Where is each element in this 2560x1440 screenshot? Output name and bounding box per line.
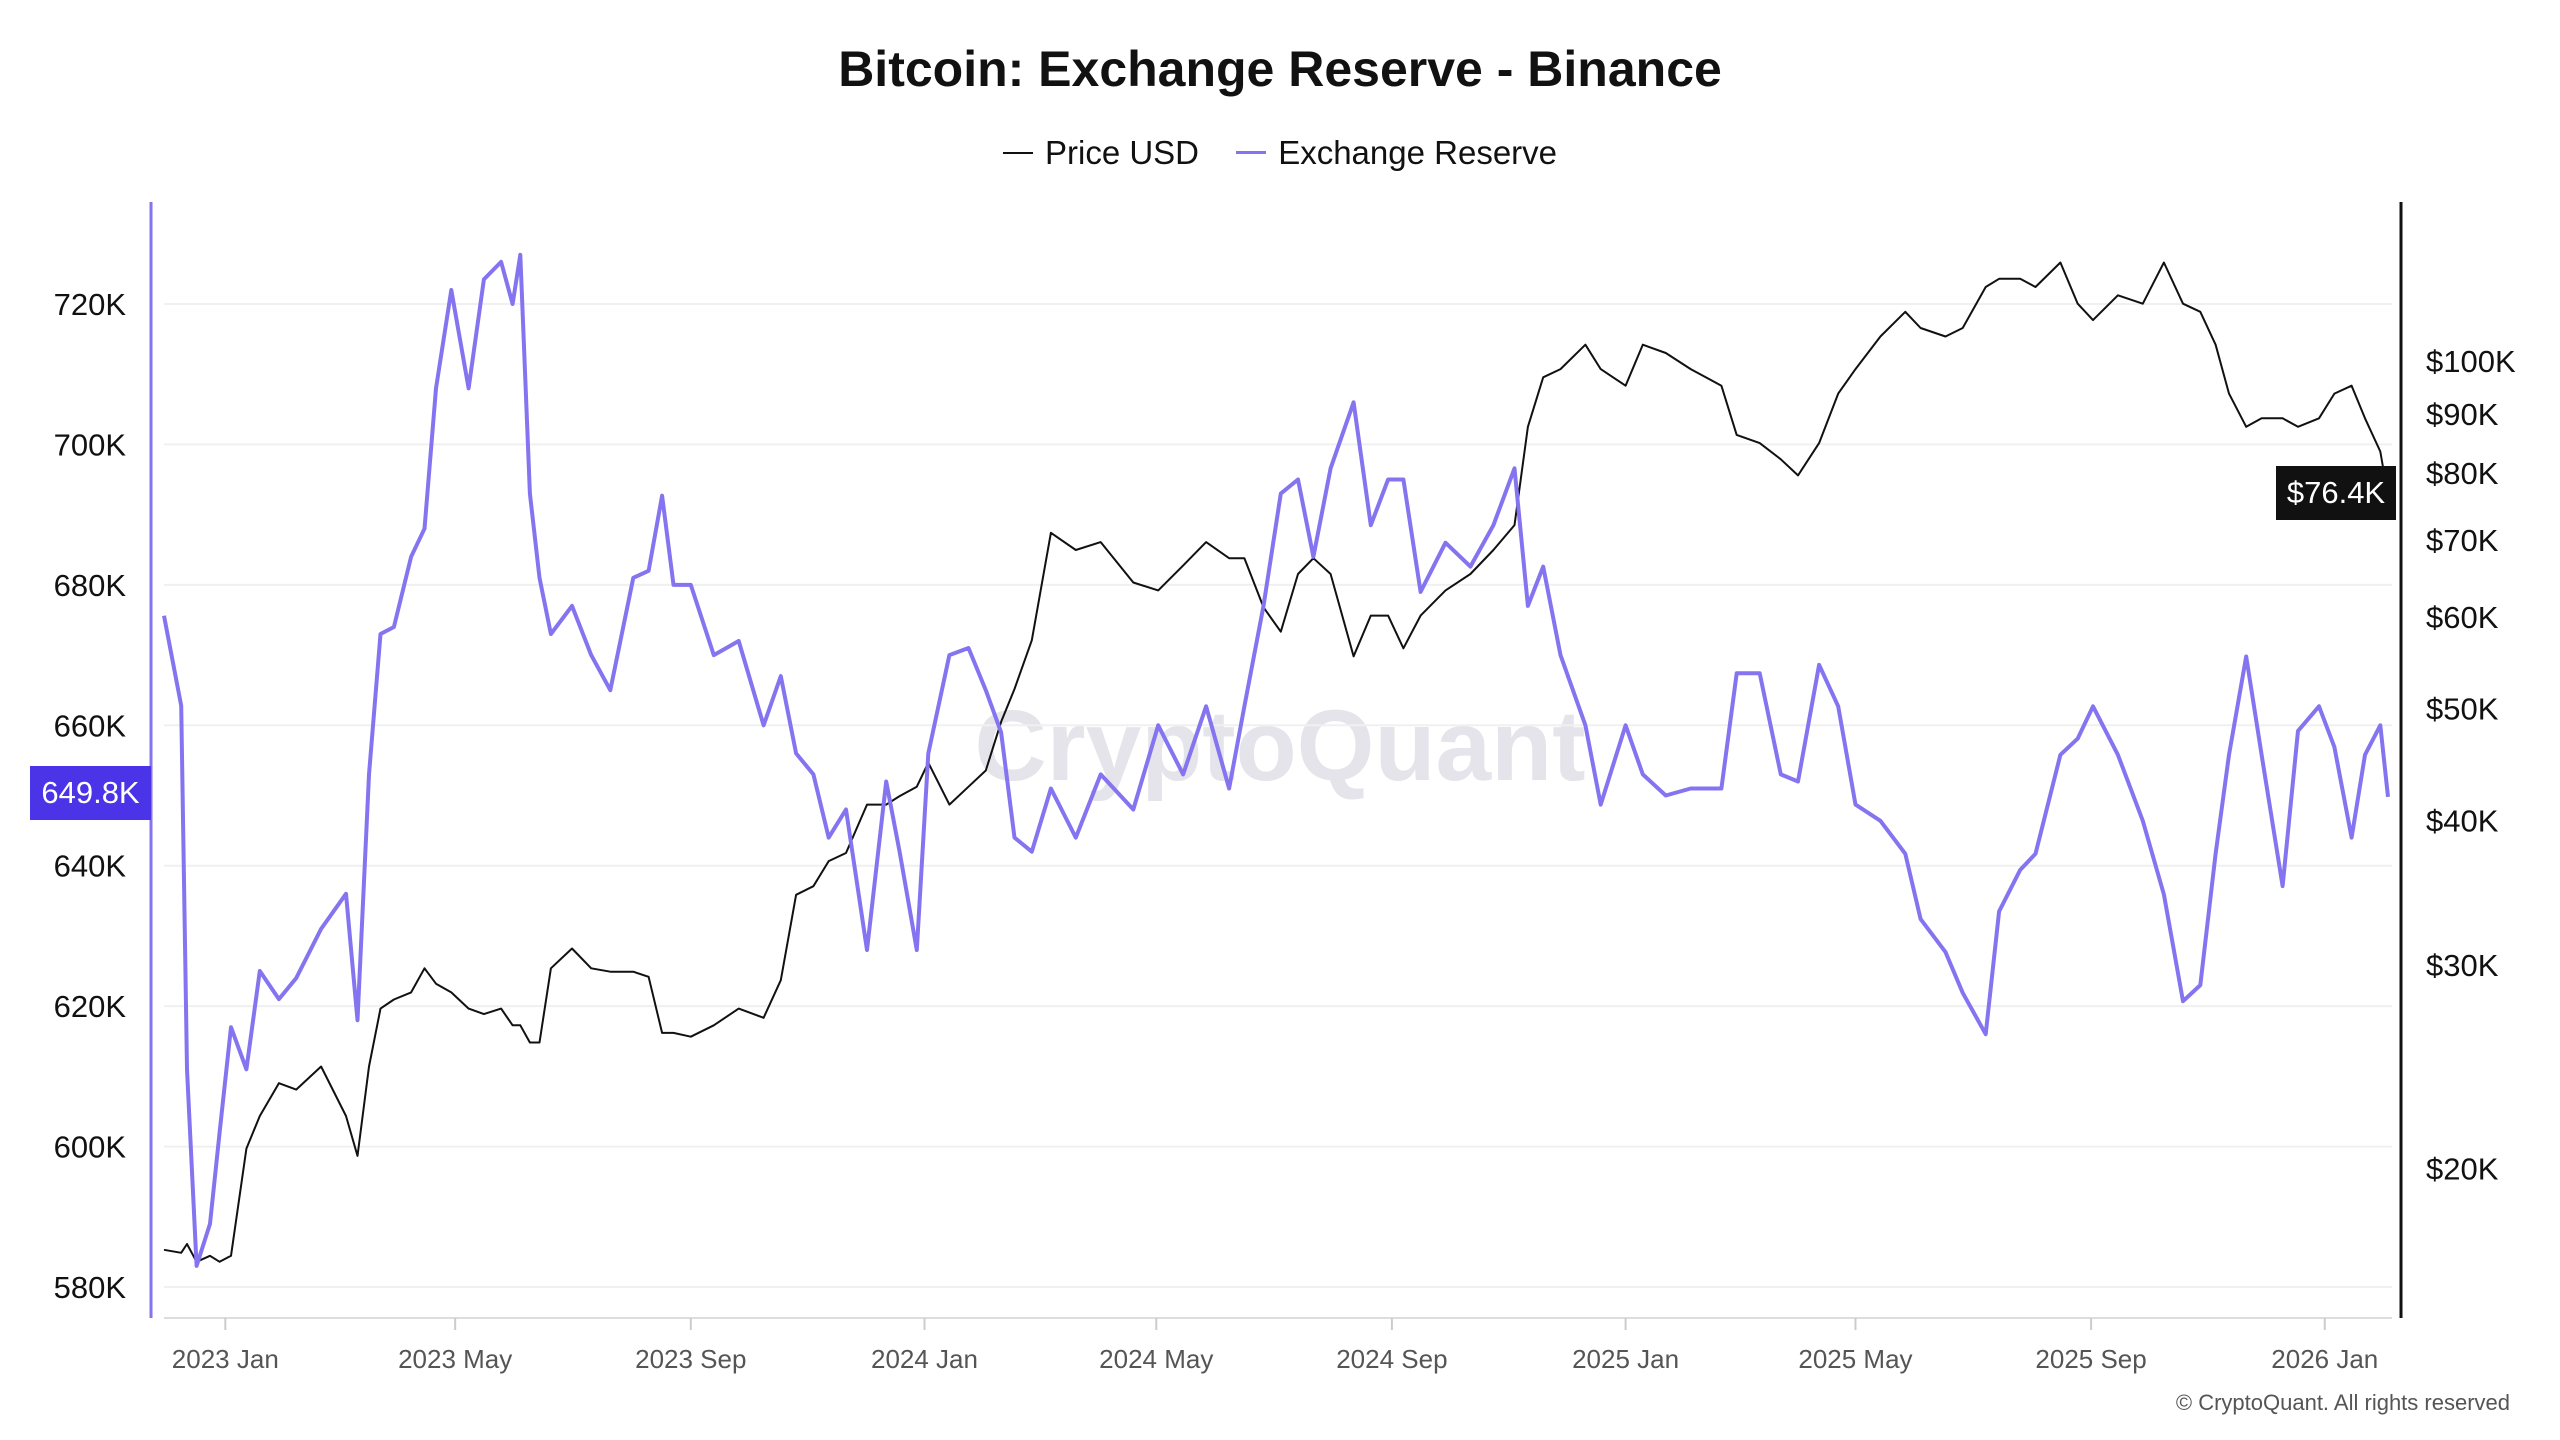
price-current-badge: $76.4K — [2276, 466, 2396, 520]
right-tick-label: $30K — [2426, 948, 2499, 983]
watermark: CryptoQuant — [974, 690, 1585, 802]
left-tick-label: 600K — [54, 1130, 127, 1165]
x-tick-label: 2023 May — [398, 1344, 512, 1374]
left-tick-label: 700K — [54, 427, 127, 462]
right-tick-label: $60K — [2426, 600, 2499, 635]
reserve-line — [162, 252, 2390, 1268]
x-tick-label: 2026 Jan — [2271, 1344, 2378, 1374]
x-tick-label: 2025 Sep — [2035, 1344, 2146, 1374]
legend-label-price: Price USD — [1044, 134, 1200, 171]
left-tick-label: 620K — [54, 989, 127, 1024]
x-tick-label: 2024 May — [1099, 1344, 1213, 1374]
right-tick-label: $50K — [2426, 692, 2499, 727]
legend-swatch-reserve — [1236, 151, 1267, 154]
right-tick-label: $70K — [2426, 523, 2499, 558]
x-tick-label: 2024 Sep — [1336, 1344, 1447, 1374]
copyright: © CryptoQuant. All rights reserved — [2175, 1390, 2510, 1415]
legend: Price USD Exchange Reserve — [0, 124, 2560, 172]
left-tick-label: 660K — [54, 708, 127, 743]
left-tick-label: 580K — [54, 1270, 127, 1305]
left-tick-label: 720K — [54, 287, 127, 322]
left-tick-label: 680K — [54, 568, 127, 603]
x-tick-label: 2024 Jan — [871, 1344, 978, 1374]
reserve-current-badge: 649.8K — [30, 766, 151, 820]
legend-item-price[interactable]: Price USD — [1002, 134, 1200, 172]
x-tick-label: 2025 Jan — [1572, 1344, 1679, 1374]
x-tick-label: 2023 Sep — [635, 1344, 746, 1374]
right-tick-label: $20K — [2426, 1151, 2499, 1186]
left-tick-label: 640K — [54, 849, 127, 884]
gridlines — [164, 303, 2392, 1288]
legend-swatch-price — [1002, 152, 1033, 154]
right-tick-label: $80K — [2426, 456, 2499, 491]
right-tick-label: $90K — [2426, 397, 2499, 432]
right-tick-label: $100K — [2426, 344, 2516, 379]
chart-title: Bitcoin: Exchange Reserve - Binance — [838, 41, 1722, 97]
legend-label-reserve: Exchange Reserve — [1278, 133, 1558, 171]
legend-item-reserve[interactable]: Exchange Reserve — [1236, 134, 1557, 172]
right-tick-label: $40K — [2426, 804, 2499, 839]
price-line — [163, 261, 2389, 1263]
axes: 580K 600K 620K 640K 660K 680K 700K 720K $20K $30K… — [54, 202, 2516, 1374]
x-tick-label: 2023 Jan — [172, 1344, 279, 1374]
series-lines — [162, 252, 2390, 1268]
x-tick-label: 2025 May — [1798, 1344, 1912, 1374]
